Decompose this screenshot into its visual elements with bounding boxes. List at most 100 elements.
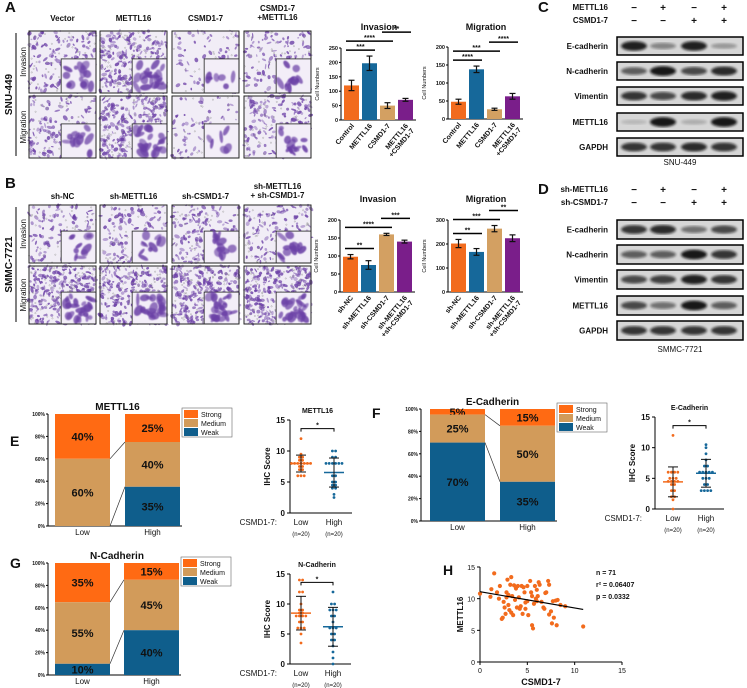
pore	[256, 234, 259, 237]
data-point	[671, 434, 675, 437]
pore	[59, 102, 61, 104]
pore	[207, 220, 210, 223]
stained-cell	[50, 146, 54, 148]
pore	[105, 257, 107, 260]
stained-cell	[216, 281, 223, 286]
group-prefix: CSMD1-7:	[240, 669, 277, 678]
inset-cell	[213, 73, 220, 82]
stained-cell	[99, 155, 103, 159]
pore	[77, 116, 80, 118]
stained-cell	[179, 150, 182, 156]
stained-cell	[113, 147, 119, 152]
inset-cell	[158, 146, 167, 154]
stained-cell	[234, 46, 237, 50]
stained-cell	[267, 280, 271, 283]
stained-cell	[174, 224, 177, 229]
pore	[128, 302, 131, 305]
stained-cell	[118, 225, 123, 231]
stained-cell	[304, 53, 307, 56]
stained-cell	[79, 51, 81, 56]
stained-cell	[119, 142, 123, 148]
pore	[53, 267, 56, 270]
significance-label: ****	[364, 35, 375, 42]
stained-cell	[43, 146, 46, 150]
stained-cell	[245, 287, 249, 292]
stained-cell	[116, 254, 120, 258]
pore	[49, 269, 52, 272]
stained-cell	[105, 149, 111, 154]
stained-cell	[30, 38, 33, 41]
column-header: sh-NC	[51, 192, 75, 201]
stained-cell	[34, 215, 39, 220]
y-axis-label: Cell Numbers	[422, 66, 428, 100]
pore	[273, 52, 276, 54]
stained-cell	[182, 138, 186, 142]
pore	[234, 276, 237, 279]
pore	[236, 214, 239, 216]
stained-cell	[43, 42, 48, 47]
stained-cell	[228, 269, 232, 272]
stained-cell	[154, 52, 157, 55]
stained-cell	[179, 310, 183, 315]
blot-border	[616, 36, 744, 56]
micrograph	[27, 94, 97, 159]
pore	[269, 311, 272, 314]
pore	[124, 34, 126, 37]
pore	[246, 97, 249, 100]
y-tick-label: 200	[328, 218, 337, 224]
connector-line	[484, 442, 501, 482]
pore	[250, 255, 253, 258]
pore	[106, 128, 109, 131]
blot-label: N-cadherin	[566, 67, 608, 76]
pore	[84, 52, 87, 54]
pore	[34, 99, 37, 101]
stained-cell	[117, 88, 120, 94]
stained-cell	[55, 47, 61, 51]
stained-cell	[198, 270, 203, 274]
pore	[109, 256, 112, 259]
data-point	[704, 446, 708, 450]
stained-cell	[295, 268, 298, 271]
pore	[128, 68, 131, 71]
stained-cell	[258, 284, 261, 289]
pore	[202, 32, 205, 35]
blot-border	[616, 86, 744, 106]
stained-cell	[273, 221, 278, 225]
stained-cell	[266, 86, 272, 91]
data-point	[327, 462, 331, 465]
stained-cell	[111, 273, 113, 278]
stained-cell	[36, 41, 39, 46]
stained-cell	[143, 97, 148, 102]
pore	[45, 217, 48, 220]
data-point	[671, 498, 675, 502]
data-point	[334, 474, 337, 478]
pore	[256, 69, 259, 72]
stained-cell	[267, 286, 271, 290]
pore	[192, 97, 195, 100]
stained-cell	[116, 46, 120, 50]
segment-label: 10%	[71, 664, 93, 676]
stained-cell	[105, 314, 107, 320]
pore	[299, 278, 302, 281]
stained-cell	[87, 105, 91, 110]
stained-cell	[116, 51, 122, 56]
stained-cell	[119, 301, 123, 306]
stained-cell	[34, 240, 38, 245]
pore	[109, 245, 112, 247]
stained-cell	[88, 275, 92, 278]
stained-cell	[119, 256, 125, 260]
stained-cell	[105, 78, 108, 83]
pore	[70, 210, 73, 212]
connector-line	[109, 486, 126, 527]
pore	[106, 277, 109, 280]
stained-cell	[246, 215, 249, 218]
stained-cell	[275, 284, 280, 289]
stained-cell	[139, 113, 143, 116]
pore	[246, 232, 249, 235]
inset-cell	[61, 139, 72, 144]
pore	[39, 300, 42, 303]
pore	[270, 31, 273, 34]
inset-cell	[218, 315, 227, 322]
column-header: sh-CSMD1-7	[182, 192, 230, 201]
